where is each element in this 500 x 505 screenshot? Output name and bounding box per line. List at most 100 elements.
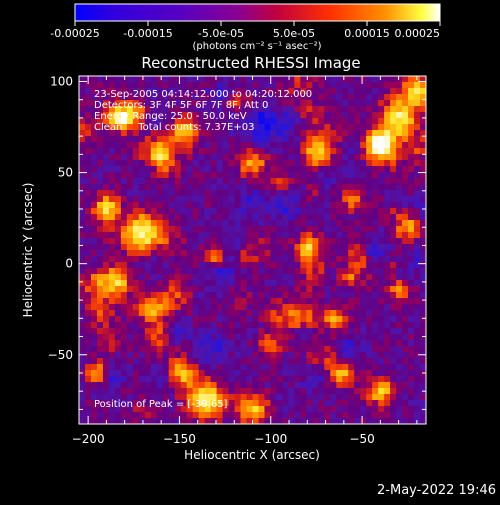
heatmap-cell — [288, 232, 295, 239]
heatmap-cell — [150, 388, 158, 395]
heatmap-cell — [180, 220, 188, 227]
heatmap-cell — [342, 418, 349, 424]
heatmap-cell — [90, 388, 98, 395]
heatmap-cell — [222, 76, 230, 83]
heatmap-cell — [288, 340, 295, 347]
heatmap-cell — [252, 136, 260, 143]
heatmap-cell — [396, 208, 403, 215]
heatmap-cell — [276, 280, 284, 287]
heatmap-cell — [120, 340, 128, 347]
heatmap-cell — [330, 88, 337, 95]
heatmap-cell — [312, 286, 319, 293]
heatmap-cell — [366, 76, 373, 83]
heatmap-cell — [342, 214, 349, 221]
heatmap-cell — [198, 226, 206, 233]
heatmap-cell — [408, 412, 415, 419]
heatmap-cell — [354, 376, 361, 383]
heatmap-cell — [252, 262, 260, 269]
heatmap-cell — [282, 124, 289, 131]
heatmap-cell — [300, 118, 307, 125]
heatmap-cell — [90, 160, 98, 167]
heatmap-cell — [402, 304, 409, 311]
heatmap-cell — [222, 286, 230, 293]
heatmap-cell — [342, 226, 349, 233]
heatmap-cell — [108, 244, 116, 251]
heatmap-cell — [162, 340, 170, 347]
heatmap-cell — [210, 184, 218, 191]
heatmap-cell — [222, 106, 230, 113]
heatmap-cell — [79, 106, 86, 113]
heatmap-cell — [180, 190, 188, 197]
heatmap-cell — [282, 274, 289, 281]
heatmap-cell — [174, 274, 182, 281]
heatmap-cell — [90, 118, 98, 125]
heatmap-cell — [96, 322, 104, 329]
heatmap-cell — [324, 256, 331, 263]
heatmap-cell — [192, 394, 200, 401]
heatmap-cell — [180, 106, 188, 113]
heatmap-cell — [240, 118, 248, 125]
heatmap-cell — [150, 340, 158, 347]
heatmap-cell — [390, 148, 397, 155]
heatmap-cell — [264, 250, 272, 257]
heatmap-cell — [348, 238, 355, 245]
heatmap-cell — [222, 82, 230, 89]
heatmap-cell — [144, 418, 152, 424]
heatmap-cell — [174, 376, 182, 383]
heatmap-cell — [390, 340, 397, 347]
heatmap-cell — [90, 208, 98, 215]
heatmap-cell — [222, 226, 230, 233]
heatmap-cell — [372, 112, 379, 119]
heatmap-cell — [324, 310, 331, 317]
heatmap-cell — [126, 364, 134, 371]
heatmap-cell — [276, 298, 284, 305]
heatmap-cell — [360, 88, 367, 95]
heatmap-cell — [210, 100, 218, 107]
heatmap-cell — [234, 220, 242, 227]
heatmap-cell — [408, 112, 415, 119]
heatmap-cell — [408, 118, 415, 125]
heatmap-cell — [180, 256, 188, 263]
heatmap-cell — [102, 118, 110, 125]
heatmap-cell — [384, 364, 391, 371]
heatmap-cell — [246, 148, 254, 155]
heatmap-cell — [168, 196, 176, 203]
heatmap-cell — [120, 196, 128, 203]
heatmap-cell — [246, 232, 254, 239]
heatmap-cell — [162, 376, 170, 383]
heatmap-cell — [240, 148, 248, 155]
heatmap-cell — [258, 418, 266, 424]
x-axis-label: Heliocentric X (arcsec) — [184, 448, 320, 462]
heatmap-cell — [414, 154, 421, 161]
heatmap-cell — [132, 166, 140, 173]
heatmap-cell — [276, 106, 284, 113]
heatmap-cell — [108, 208, 116, 215]
heatmap-cell — [390, 88, 397, 95]
heatmap-cell — [96, 238, 104, 245]
heatmap-cell — [372, 148, 379, 155]
heatmap-cell — [396, 184, 403, 191]
heatmap-cell — [144, 76, 152, 83]
heatmap-cell — [79, 268, 86, 275]
heatmap-cell — [114, 202, 122, 209]
heatmap-cell — [324, 406, 331, 413]
heatmap-cell — [102, 124, 110, 131]
heatmap-cell — [102, 346, 110, 353]
heatmap-cell — [204, 208, 212, 215]
heatmap-cell — [192, 136, 200, 143]
heatmap-cell — [306, 166, 313, 173]
y-tick-label: 100 — [50, 74, 73, 88]
heatmap-cell — [336, 172, 343, 179]
heatmap-cell — [240, 286, 248, 293]
heatmap-cell — [240, 214, 248, 221]
heatmap-cell — [264, 220, 272, 227]
heatmap-cell — [174, 100, 182, 107]
heatmap-cell — [258, 124, 266, 131]
heatmap-cell — [222, 154, 230, 161]
heatmap-cell — [414, 310, 421, 317]
heatmap-cell — [264, 256, 272, 263]
heatmap-cell — [252, 154, 260, 161]
heatmap-cell — [102, 106, 110, 113]
heatmap-cell — [114, 322, 122, 329]
heatmap-cell — [264, 364, 272, 371]
